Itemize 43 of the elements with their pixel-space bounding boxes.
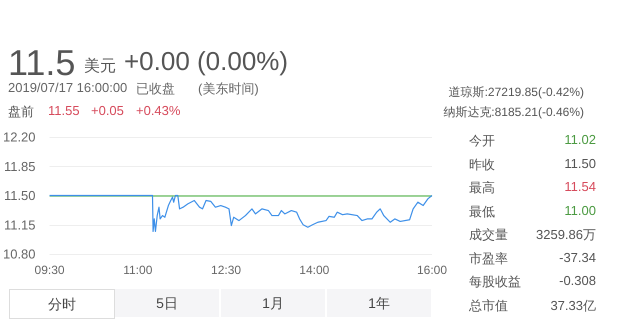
y-tick-label: 11.15 <box>4 217 36 232</box>
y-tick-label: 10.80 <box>2 246 36 262</box>
text: 已收盘 <box>136 80 175 98</box>
text: +0.05 <box>91 103 124 118</box>
y-tick-label: 11.50 <box>4 188 36 203</box>
y-tick-label: 12.20 <box>2 130 36 144</box>
text: 11.02 <box>564 132 596 147</box>
text: -37.34 <box>559 250 596 264</box>
x-tick-label: 12:30 <box>211 263 242 277</box>
text: (美东时间) <box>198 80 259 98</box>
y-tick-label: 11.85 <box>4 158 36 174</box>
text: 11.55 <box>48 103 80 118</box>
text: 昨收 <box>469 156 495 174</box>
text: 1年 <box>327 289 431 317</box>
x-tick-label: 14:00 <box>299 263 330 277</box>
text: 总市值 <box>469 296 508 314</box>
text: 今开 <box>469 132 495 150</box>
text: 盘前 <box>8 103 34 121</box>
text: 最高 <box>469 179 495 197</box>
text: +0.00 (0.00%) <box>124 46 288 77</box>
text: 37.33亿 <box>550 296 596 314</box>
text: 1月 <box>221 289 325 317</box>
text: 3259.86万 <box>536 226 596 244</box>
text: 2019/07/17 16:00:00 <box>8 80 128 95</box>
text: +0.43% <box>136 103 180 118</box>
text: 11.50 <box>564 156 596 170</box>
text: 最低 <box>469 202 495 220</box>
text: 道琼斯:27219.85(-0.42%) <box>448 84 584 101</box>
text: -0.308 <box>559 273 596 288</box>
text: 每股收益 <box>469 273 521 291</box>
text: 5日 <box>115 289 219 317</box>
text: 纳斯达克:8185.21(-0.46%) <box>443 104 584 121</box>
x-tick-label: 11:00 <box>123 263 153 277</box>
text: 11.54 <box>564 179 596 194</box>
text: 成交量 <box>469 226 508 244</box>
x-tick-label: 16:00 <box>416 263 448 277</box>
text: 分时 <box>9 289 115 319</box>
text: 市盈率 <box>469 250 508 268</box>
line-series <box>48 194 433 232</box>
text: 11.00 <box>564 202 596 218</box>
text: 美元 <box>84 56 116 77</box>
text: 11.5 <box>8 42 76 83</box>
x-tick-label: 09:30 <box>34 263 65 277</box>
